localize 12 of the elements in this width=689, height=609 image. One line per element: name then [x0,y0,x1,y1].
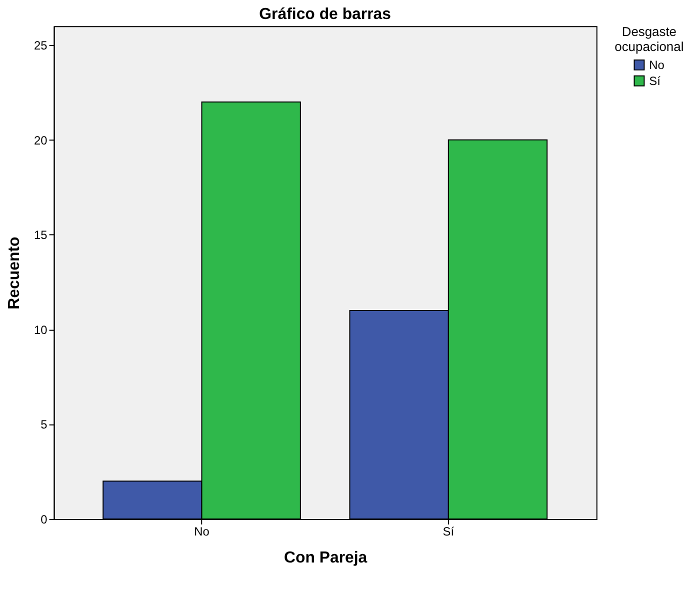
chart-title: Gráfico de barras [259,6,392,24]
legend-label: Sí [649,74,662,88]
y-axis-title: Recuento [6,236,24,310]
y-tick-label: 25 [34,38,48,53]
y-tick-label: 10 [34,322,48,337]
legend-title: Desgaste ocupacional [614,24,684,54]
x-axis-title: Con Pareja [284,549,368,566]
y-tick-label: 0 [40,512,48,526]
y-tick-label: 15 [34,228,48,242]
y-tick-label: 20 [34,133,48,148]
y-tick-label: 5 [40,418,48,432]
legend-label: No [649,58,665,72]
